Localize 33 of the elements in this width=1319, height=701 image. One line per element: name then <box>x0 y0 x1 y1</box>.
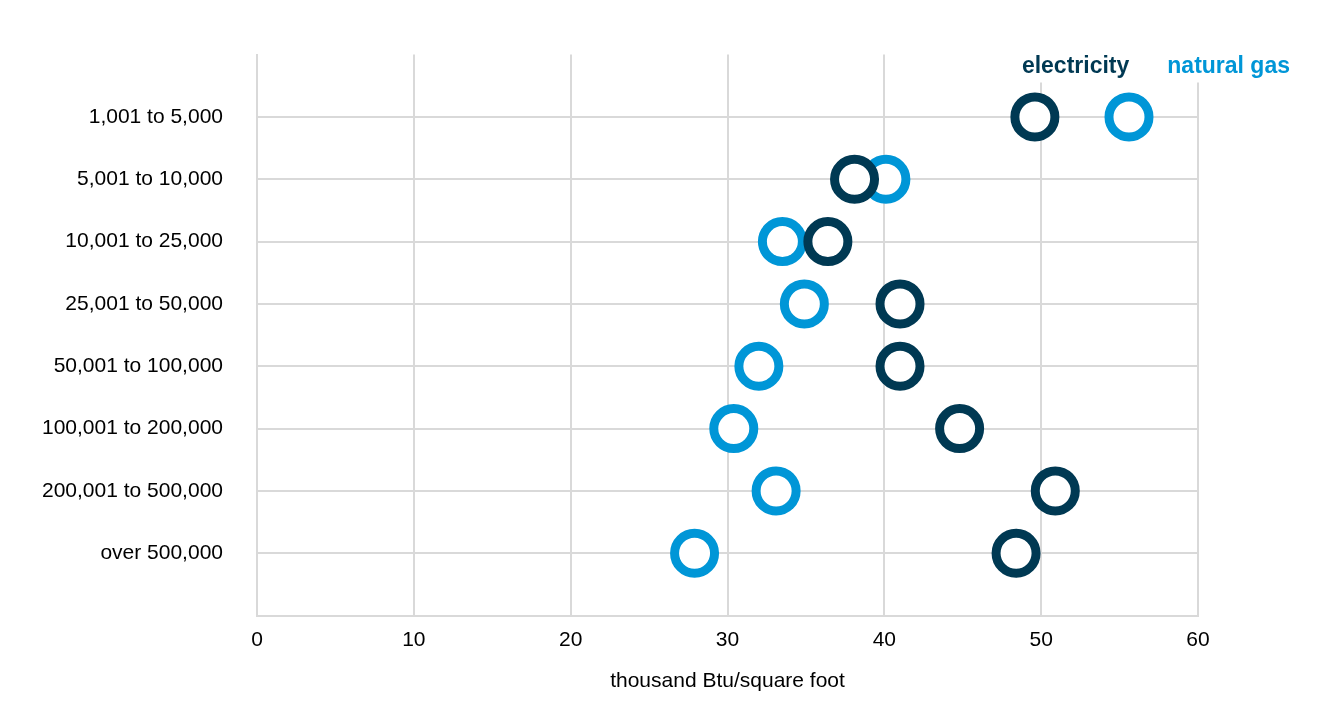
y-tick-label: 5,001 to 10,000 <box>77 166 223 190</box>
x-tick-label: 40 <box>872 627 897 650</box>
y-tick-label: 10,001 to 25,000 <box>65 228 223 252</box>
x-axis-title: thousand Btu/square foot <box>610 668 845 692</box>
point <box>779 279 829 329</box>
series-label: electricity <box>1021 51 1130 78</box>
y-tick-label: 200,001 to 500,000 <box>41 477 223 501</box>
x-tick-label: 20 <box>558 627 583 650</box>
point <box>935 404 985 454</box>
x-tick-label: 30 <box>715 627 740 650</box>
x-tick-label: 60 <box>1186 627 1210 650</box>
series-label: natural gas <box>1167 51 1291 78</box>
point <box>875 341 925 391</box>
point <box>734 341 784 391</box>
x-tick-label: 10 <box>402 627 426 650</box>
y-tick-label: 100,001 to 200,000 <box>41 415 223 439</box>
point <box>1010 92 1060 142</box>
point <box>709 404 759 454</box>
point <box>751 466 801 516</box>
point <box>875 279 925 329</box>
y-tick-label: over 500,000 <box>100 540 223 564</box>
y-tick-label: 50,001 to 100,000 <box>53 353 223 377</box>
x-tick-label: 0 <box>251 627 263 650</box>
y-tick-label: 25,001 to 50,000 <box>65 290 223 314</box>
point <box>757 217 807 267</box>
y-tick-label: 1,001 to 5,000 <box>88 103 223 127</box>
x-tick-label: 50 <box>1029 627 1053 650</box>
point <box>991 528 1041 578</box>
point <box>803 217 853 267</box>
point <box>830 154 880 204</box>
point <box>1030 466 1080 516</box>
point <box>1104 92 1154 142</box>
point <box>670 528 720 578</box>
